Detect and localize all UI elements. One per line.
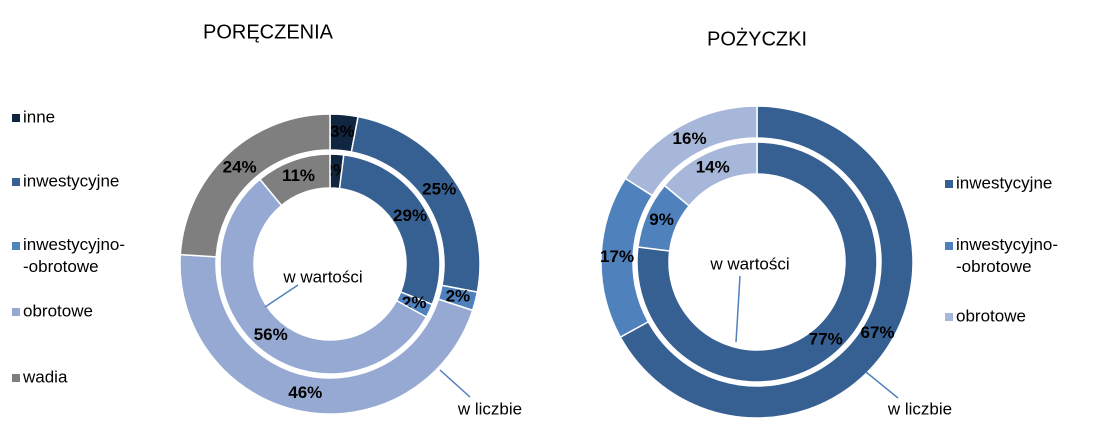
donut-slice [179, 113, 331, 258]
data-label: 67% [860, 323, 894, 342]
data-label: 29% [393, 206, 427, 225]
legend-label: inwestycyjne [23, 171, 119, 190]
legend-marker [12, 374, 20, 382]
data-label: 25% [422, 179, 456, 198]
chart-title: POŻYCZKI [707, 27, 807, 50]
donut-slice [179, 253, 474, 415]
legend-label: obrotowe [956, 306, 1026, 325]
series-annotation: w wartości [709, 254, 789, 273]
chart-title: PORĘCZENIA [203, 21, 334, 43]
donut-slice [258, 153, 331, 207]
data-label: 2% [446, 286, 471, 305]
annotation-line [865, 371, 899, 399]
legend-label: inwestycyjno--obrotowe [23, 235, 125, 276]
data-label: 46% [288, 383, 322, 402]
legend-marker [945, 180, 953, 188]
legend-marker [12, 114, 20, 122]
data-label: 77% [809, 329, 843, 348]
data-label: 17% [600, 247, 634, 266]
donut-slice [663, 141, 758, 207]
data-label: 3% [330, 122, 355, 141]
legend-label: wadia [22, 367, 68, 386]
data-label: 11% [282, 166, 315, 185]
legend-label: inne [23, 107, 55, 126]
data-label: 9% [649, 210, 674, 229]
data-label: 14% [696, 157, 730, 176]
donut-slice [219, 178, 428, 375]
legend-marker [12, 242, 20, 250]
data-label: 56% [254, 325, 288, 344]
legend-label: inwestycyjno--obrotowe [956, 235, 1058, 276]
donut-slice [619, 105, 914, 419]
data-label: 16% [673, 129, 707, 148]
annotation-line [264, 284, 299, 308]
donut-slice [624, 105, 758, 197]
legend-label: obrotowe [23, 301, 93, 320]
legend-marker [12, 178, 20, 186]
annotation-line [735, 275, 741, 343]
series-annotation: w liczbie [887, 399, 952, 418]
series-annotation: w wartości [282, 267, 362, 286]
legend-label: inwestycyjne [956, 173, 1052, 192]
legend-marker [12, 308, 20, 316]
donut-slice [636, 141, 878, 383]
legend-marker [945, 313, 953, 321]
series-annotation: w liczbie [457, 399, 522, 418]
legend-marker [945, 242, 953, 250]
annotation-line [439, 369, 471, 398]
data-label: 24% [223, 157, 257, 176]
